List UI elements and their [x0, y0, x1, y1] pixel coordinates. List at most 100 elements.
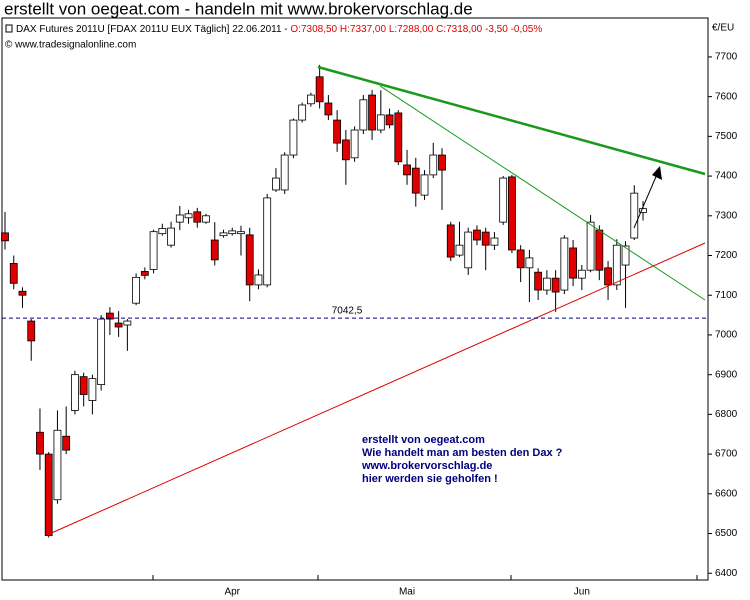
candle-body [132, 276, 141, 304]
x-tick-label: Jun [574, 587, 590, 598]
arrow-head [652, 166, 662, 180]
candle-body [446, 224, 455, 258]
candle-body [27, 320, 36, 342]
y-tick-label: 6700 [715, 449, 738, 460]
trend-line-red [46, 242, 706, 536]
candle-body [350, 129, 359, 159]
y-tick-label: 7600 [715, 91, 738, 102]
candle-body [62, 435, 71, 451]
y-axis-label: €/EU [712, 23, 734, 34]
candle-body [79, 376, 88, 395]
candle-body [210, 239, 219, 261]
candle-body [245, 234, 254, 286]
y-tick-label: 7400 [715, 171, 738, 182]
candle-body [595, 229, 604, 271]
candle-body [71, 374, 79, 411]
candle-body [193, 211, 202, 223]
candle-body [333, 119, 342, 144]
candle-body [140, 270, 149, 276]
candle-body [630, 192, 639, 239]
candle-body [97, 318, 106, 385]
candle-body [272, 177, 280, 191]
candle-body [376, 114, 385, 131]
candle-body [167, 227, 175, 246]
candle-body [499, 177, 508, 223]
x-tick-label: Mai [399, 587, 415, 598]
trend-line-green-thin [379, 85, 706, 301]
candle-body [621, 245, 630, 266]
candle-body [263, 197, 272, 286]
candle-body [359, 99, 368, 131]
x-tick-label: Apr [224, 587, 240, 598]
annotation: erstellt von oegeat.com [362, 434, 485, 446]
y-tick-label: 7100 [715, 290, 738, 301]
y-tick-label: 6800 [715, 409, 738, 420]
arrow [633, 171, 659, 229]
candle-body [88, 378, 97, 401]
y-tick-label: 7000 [715, 330, 738, 341]
candle-body [560, 237, 569, 291]
quote: O:7308,50 H:7337,00 L:7288,00 C:7318,00 … [290, 24, 542, 35]
candle-body [586, 221, 595, 271]
y-tick-label: 7500 [715, 131, 738, 142]
candle-body [577, 269, 586, 279]
candle-body [534, 271, 543, 291]
instrument: DAX Futures 2011U [FDAX 2011U EUX Täglic… [16, 24, 288, 35]
y-tick-label: 6400 [715, 568, 738, 579]
y-tick-label: 7300 [715, 210, 738, 221]
candle-body [44, 453, 53, 536]
candle-body [639, 208, 647, 213]
candle-body [464, 231, 473, 269]
y-tick-label: 6500 [715, 528, 738, 539]
x-boundary-ticks [152, 575, 698, 580]
candle-body [324, 102, 333, 116]
candle-body [612, 244, 621, 286]
candle-body [429, 154, 438, 176]
candle-body [149, 231, 158, 270]
candle-body [254, 274, 263, 286]
candle-body [1, 232, 9, 242]
candles [1, 64, 647, 538]
instrument-icon [5, 24, 13, 33]
candle-body [394, 112, 403, 163]
trend-line-green [317, 65, 706, 176]
candle-body [438, 154, 446, 171]
candle-body [36, 431, 44, 455]
copyright: © www.tradesignalonline.com [5, 40, 136, 51]
candle-body [306, 94, 315, 105]
y-tick-label: 7200 [715, 250, 738, 261]
candle-body [315, 76, 324, 103]
candle-body [298, 104, 307, 121]
candle-body [237, 231, 245, 235]
instrument-header: DAX Futures 2011U [FDAX 2011U EUX Täglic… [16, 24, 542, 35]
candle-body [184, 213, 193, 219]
candle-body [569, 247, 577, 279]
annotation: Wie handelt man am besten den Dax ? [362, 447, 563, 459]
y-tick-label: 7700 [715, 52, 738, 63]
candle-body [158, 228, 167, 235]
plot-frame [1, 17, 709, 581]
y-tick-label: 6900 [715, 369, 738, 380]
candle-body [542, 277, 551, 291]
candle-body [9, 263, 18, 284]
candle-body [175, 214, 184, 223]
candle-body [368, 94, 376, 131]
candle-body [385, 114, 394, 126]
annotation: www.brokervorschlag.de [361, 460, 492, 472]
candle-body [473, 229, 481, 241]
candle-body [228, 230, 237, 235]
annotation: hier werden sie geholfen ! [362, 473, 498, 485]
candle-body [105, 312, 114, 320]
candle-body [411, 167, 420, 194]
candle-body [18, 290, 27, 296]
candle-body [341, 139, 350, 161]
candle-body [202, 215, 210, 223]
candle-body [551, 277, 560, 293]
candle-body [516, 249, 525, 269]
chart-title: erstellt von oegeat.com - handeln mit ww… [4, 0, 473, 18]
candle-body [403, 164, 411, 176]
candle-body [481, 231, 490, 246]
candle-body [289, 119, 298, 156]
